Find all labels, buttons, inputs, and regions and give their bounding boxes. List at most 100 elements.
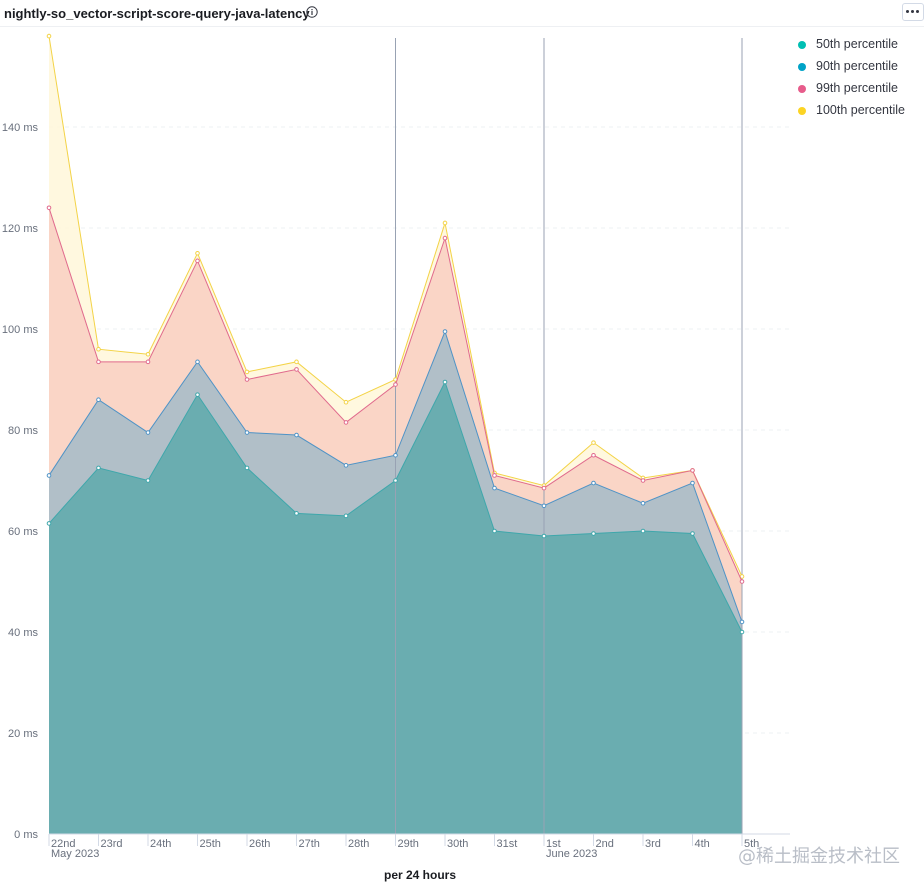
data-point (294, 359, 299, 365)
data-point (145, 359, 151, 365)
data-point (541, 533, 547, 539)
data-point (145, 478, 151, 483)
data-point (343, 399, 349, 405)
data-point (690, 531, 695, 536)
x-tick-label: 29th (398, 838, 419, 850)
data-point (739, 579, 745, 584)
data-point (96, 359, 101, 365)
legend-swatch (798, 107, 806, 115)
legend-item[interactable]: 100th percentile (796, 102, 921, 124)
data-point (442, 220, 448, 226)
legend-label: 50th percentile (816, 37, 899, 51)
data-point (145, 351, 151, 357)
y-tick-label: 0 ms (14, 829, 38, 841)
legend-item[interactable]: 90th percentile (796, 58, 921, 80)
data-point (591, 480, 596, 486)
data-point (591, 531, 596, 536)
data-point (393, 452, 398, 458)
watermark: @稀土掘金技术社区 (738, 846, 900, 867)
x-tick-label: 23rd (101, 838, 123, 850)
data-point (591, 452, 596, 458)
data-point (294, 367, 299, 372)
x-tick-label: 3rd (645, 838, 661, 850)
data-point (640, 528, 646, 534)
data-point (96, 397, 101, 403)
y-tick-label: 20 ms (8, 728, 38, 740)
data-point (195, 258, 200, 264)
data-point (343, 420, 349, 425)
x-tick-label: 24th (150, 838, 171, 850)
data-point (195, 359, 200, 365)
legend-swatch (798, 85, 806, 93)
x-tick-label: 2nd (596, 838, 614, 850)
x-tick-label: 28th (348, 838, 369, 850)
legend-label: 90th percentile (816, 59, 899, 73)
data-point (343, 513, 349, 519)
x-tick-label: 30th (447, 838, 468, 850)
panel-header: nightly-so_vector-script-score-query-jav… (0, 0, 924, 26)
ellipsis-icon (911, 10, 914, 13)
data-point (393, 382, 398, 387)
chart-legend: 50th percentile 90th percentile 99th per… (796, 36, 921, 124)
marker-line-layer (395, 38, 743, 834)
data-point (492, 473, 497, 478)
data-point (541, 485, 547, 491)
data-point (244, 430, 250, 435)
header-divider (0, 26, 924, 27)
y-tick-label: 60 ms (8, 526, 38, 538)
legend-label: 99th percentile (816, 81, 899, 95)
data-point (492, 485, 497, 491)
series-line-layer (46, 33, 745, 635)
x-group-label: May 2023 (51, 848, 99, 860)
x-tick-label: 5th (744, 838, 759, 850)
data-point (690, 480, 695, 486)
data-point (46, 33, 52, 39)
data-point (244, 369, 250, 375)
data-point (195, 392, 200, 397)
data-point (145, 430, 151, 435)
y-tick-label: 80 ms (8, 425, 38, 437)
data-point (492, 528, 497, 534)
data-point (739, 629, 745, 635)
data-point (640, 500, 646, 506)
axis-layer: 0 ms 20 ms 40 ms 60 ms 80 ms 100 ms 120 ms 140 … (2, 122, 790, 860)
data-point (640, 478, 646, 483)
x-axis-title: per 24 hours (383, 868, 457, 882)
legend-item[interactable]: 99th percentile (796, 80, 921, 102)
x-tick-label: 26th (249, 838, 270, 850)
data-point (46, 521, 52, 526)
info-icon[interactable] (306, 6, 318, 18)
data-point (442, 235, 448, 241)
y-tick-label: 100 ms (2, 324, 39, 336)
data-point (46, 205, 52, 211)
panel-title: nightly-so_vector-script-score-query-jav… (4, 6, 310, 21)
data-point (442, 329, 448, 334)
legend-swatch (798, 63, 806, 71)
data-point (393, 478, 398, 483)
data-point (541, 503, 547, 509)
x-tick-label: 25th (200, 838, 221, 850)
data-point (96, 465, 101, 471)
x-tick-label: 31st (497, 838, 518, 850)
data-point (739, 619, 745, 625)
legend-item[interactable]: 50th percentile (796, 36, 921, 58)
data-point (96, 346, 101, 352)
x-tick-label: 4th (695, 838, 710, 850)
data-point (244, 377, 250, 382)
legend-swatch (798, 41, 806, 49)
y-tick-label: 120 ms (2, 223, 39, 235)
legend-label: 100th percentile (816, 103, 905, 117)
data-point (244, 465, 250, 471)
data-point (294, 511, 299, 516)
x-tick-label: 27th (299, 838, 320, 850)
data-point (442, 379, 448, 385)
x-tick-label: 1st (546, 838, 561, 850)
x-tick-label: 22nd (51, 838, 75, 850)
y-tick-label: 140 ms (2, 122, 39, 134)
data-point (195, 250, 200, 256)
data-point (46, 473, 52, 478)
data-point (591, 440, 596, 445)
ellipsis-icon (906, 10, 909, 13)
y-tick-label: 40 ms (8, 627, 38, 639)
data-point (343, 463, 349, 468)
